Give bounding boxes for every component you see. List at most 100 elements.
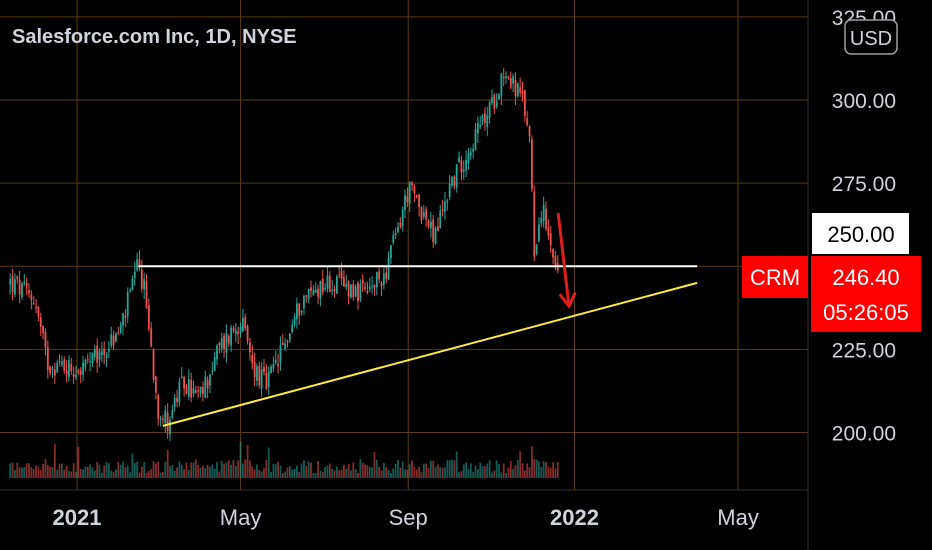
volume-bar (126, 465, 129, 478)
volume-bar (68, 471, 70, 478)
volume-bar (324, 467, 327, 478)
volume-bar (241, 463, 244, 478)
candle-body (418, 194, 421, 208)
volume-bar (230, 464, 233, 478)
volume-bar (147, 470, 150, 478)
candle-body (479, 124, 482, 127)
volume-bar (493, 470, 496, 478)
volume-bar (166, 450, 169, 478)
volume-bar (354, 469, 357, 478)
volume-bar (526, 463, 529, 478)
candle-body (122, 313, 124, 326)
candle-body (223, 335, 225, 349)
volume-bar (345, 468, 348, 478)
candle-body (202, 386, 204, 394)
volume-bar (481, 465, 484, 478)
candle-body (291, 324, 294, 332)
volume-bar (364, 464, 366, 478)
candle-body (488, 102, 491, 119)
volume-bar (371, 467, 374, 478)
volume-bar (439, 467, 442, 478)
volume-bar (317, 461, 319, 478)
volume-bar (476, 469, 479, 478)
candle-body (338, 273, 341, 275)
volume-bar (528, 467, 531, 478)
candle-body (204, 376, 207, 398)
volume-bar (535, 459, 538, 478)
volume-bar (220, 460, 223, 478)
candle-body (460, 160, 463, 173)
time-tick-label: 2021 (53, 505, 102, 530)
volume-bar (488, 460, 491, 478)
volume-bar (314, 472, 317, 478)
volume-bar (375, 459, 378, 478)
volume-bar (159, 472, 162, 478)
candle-body (98, 351, 101, 360)
volume-bar (173, 470, 176, 478)
candle-body (319, 281, 322, 299)
candle-body (535, 244, 538, 254)
candle-body (129, 290, 131, 292)
volume-bar (82, 469, 84, 478)
volume-bar (133, 462, 136, 478)
candle-body (484, 113, 486, 124)
volume-bar (455, 451, 458, 478)
candle-body (512, 76, 515, 84)
candle-body (547, 227, 550, 237)
candle-body (138, 259, 141, 267)
volume-bar (401, 461, 404, 478)
price-tick-label: 300.00 (832, 90, 896, 113)
volume-bar (140, 466, 143, 478)
candle-body (270, 366, 272, 373)
trend-line[interactable] (162, 281, 698, 427)
candle-body (68, 359, 70, 377)
volume-bar (100, 472, 103, 478)
candle-body (164, 410, 167, 424)
candle-body (159, 418, 162, 420)
volume-bar (124, 467, 127, 478)
volume-bar (96, 462, 99, 478)
time-axis[interactable]: 2021 May Sep 2022 May (53, 505, 759, 530)
volume-bar (51, 467, 54, 478)
candle-body (373, 284, 376, 289)
volume-bar (523, 470, 526, 478)
candle-body (284, 343, 287, 349)
candle-body (82, 362, 84, 375)
symbol-tag-bg (742, 256, 808, 298)
candle-body (366, 290, 369, 293)
volume-bar (397, 460, 399, 478)
volume-bar (58, 463, 61, 478)
volume-bar (46, 464, 49, 478)
volume-bar (458, 472, 460, 478)
volume-bar (392, 468, 395, 478)
candle-body (70, 364, 73, 372)
candle-body (523, 90, 526, 117)
candle-body (491, 97, 493, 104)
candle-body (357, 282, 359, 302)
candle-body (53, 369, 56, 376)
volume-bar (307, 461, 310, 478)
volume-bar (194, 459, 197, 478)
volume-bar (150, 469, 153, 478)
volume-bar (63, 469, 66, 478)
volume-bar (117, 461, 120, 478)
candle-body (65, 369, 68, 376)
candle-body (453, 176, 456, 187)
candle-body (516, 83, 519, 97)
volume-bar (500, 472, 503, 478)
volume-bar (441, 467, 444, 478)
candle-body (422, 212, 425, 217)
candle-body (72, 374, 75, 377)
candle-body (364, 286, 366, 289)
candle-body (218, 343, 221, 346)
candle-body (549, 232, 552, 246)
volume-bar (312, 472, 315, 478)
candle-body (126, 292, 129, 317)
candle-body (507, 76, 510, 78)
currency-button[interactable]: USD (844, 19, 898, 55)
candle-body (206, 379, 209, 389)
volume-bar (246, 445, 249, 478)
volume-bar (122, 461, 124, 478)
